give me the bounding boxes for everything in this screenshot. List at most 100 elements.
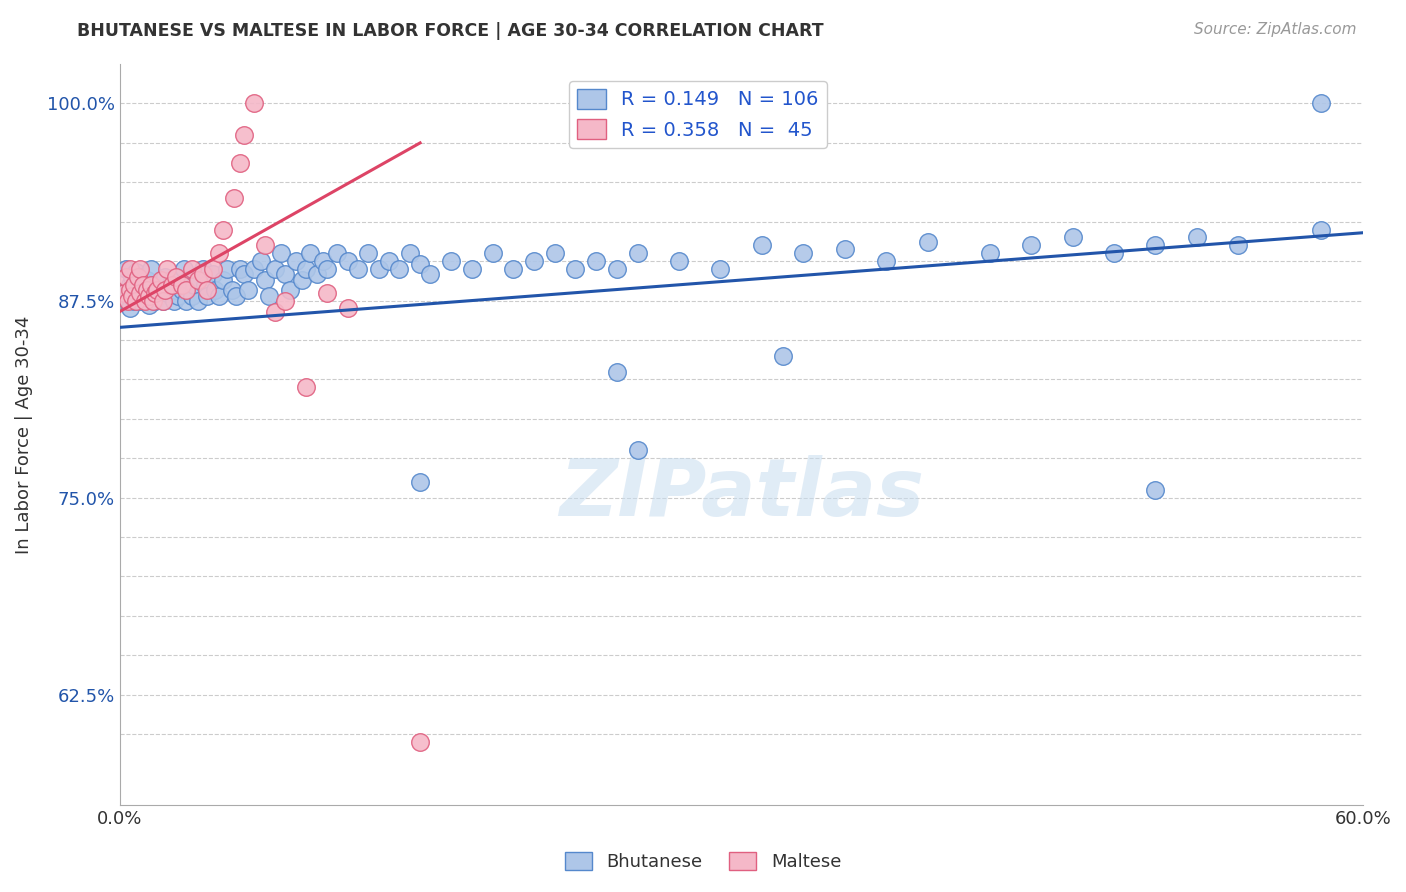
- Point: [112, 285, 135, 300]
- Point: [208, 289, 231, 303]
- Point: [875, 254, 897, 268]
- Point: [143, 285, 166, 300]
- Point: [120, 277, 142, 292]
- Point: [204, 283, 226, 297]
- Point: [229, 156, 252, 170]
- Point: [834, 242, 856, 256]
- Point: [229, 262, 252, 277]
- Point: [249, 254, 271, 268]
- Point: [152, 293, 174, 308]
- Point: [160, 277, 183, 292]
- Point: [146, 283, 169, 297]
- Point: [357, 246, 380, 260]
- Point: [544, 246, 567, 260]
- Point: [299, 246, 322, 260]
- Point: [1144, 483, 1167, 497]
- Point: [121, 289, 143, 303]
- Point: [367, 262, 389, 277]
- Point: [305, 267, 328, 281]
- Point: [225, 289, 247, 303]
- Point: [125, 283, 148, 297]
- Point: [117, 293, 139, 308]
- Legend: Bhutanese, Maltese: Bhutanese, Maltese: [557, 845, 849, 879]
- Point: [131, 277, 153, 292]
- Point: [201, 262, 224, 277]
- Point: [139, 277, 162, 292]
- Point: [212, 222, 235, 236]
- Point: [125, 293, 148, 308]
- Point: [155, 269, 177, 284]
- Point: [233, 267, 256, 281]
- Point: [131, 281, 153, 295]
- Point: [187, 273, 209, 287]
- Point: [170, 283, 193, 297]
- Point: [221, 283, 243, 297]
- Y-axis label: In Labor Force | Age 30-34: In Labor Force | Age 30-34: [15, 316, 32, 554]
- Point: [156, 285, 179, 300]
- Point: [295, 380, 318, 394]
- Point: [1310, 222, 1333, 236]
- Point: [120, 262, 142, 277]
- Point: [129, 293, 152, 308]
- Point: [177, 273, 200, 287]
- Point: [139, 285, 162, 300]
- Point: [152, 293, 174, 308]
- Point: [585, 254, 607, 268]
- Point: [326, 246, 349, 260]
- Point: [409, 475, 432, 489]
- Point: [668, 254, 690, 268]
- Point: [142, 293, 165, 308]
- Legend: R = 0.149   N = 106, R = 0.358   N =  45: R = 0.149 N = 106, R = 0.358 N = 45: [569, 81, 827, 147]
- Point: [138, 298, 160, 312]
- Point: [166, 289, 188, 303]
- Point: [127, 289, 149, 303]
- Point: [191, 267, 214, 281]
- Point: [378, 254, 401, 268]
- Point: [194, 277, 217, 292]
- Point: [125, 265, 148, 279]
- Point: [181, 262, 204, 277]
- Point: [1102, 246, 1125, 260]
- Point: [792, 246, 814, 260]
- Point: [751, 238, 773, 252]
- Point: [709, 262, 731, 277]
- Point: [129, 269, 152, 284]
- Point: [121, 269, 143, 284]
- Point: [626, 246, 648, 260]
- Point: [626, 443, 648, 458]
- Point: [274, 267, 297, 281]
- Point: [243, 96, 266, 111]
- Point: [606, 364, 628, 378]
- Point: [284, 254, 307, 268]
- Point: [155, 283, 177, 297]
- Point: [243, 262, 266, 277]
- Point: [156, 262, 179, 277]
- Point: [129, 285, 152, 300]
- Point: [117, 293, 139, 308]
- Point: [143, 293, 166, 308]
- Point: [135, 283, 157, 297]
- Point: [264, 304, 287, 318]
- Point: [440, 254, 463, 268]
- Point: [222, 191, 245, 205]
- Point: [122, 293, 145, 308]
- Point: [1310, 96, 1333, 111]
- Point: [238, 283, 260, 297]
- Point: [388, 262, 411, 277]
- Point: [146, 283, 169, 297]
- Point: [1185, 230, 1208, 244]
- Point: [409, 257, 432, 271]
- Point: [212, 273, 235, 287]
- Point: [1062, 230, 1084, 244]
- Point: [162, 293, 184, 308]
- Point: [112, 285, 135, 300]
- Point: [208, 246, 231, 260]
- Point: [134, 293, 156, 308]
- Point: [142, 277, 165, 292]
- Point: [257, 289, 280, 303]
- Point: [134, 289, 156, 303]
- Point: [129, 262, 152, 277]
- Point: [347, 262, 370, 277]
- Point: [122, 277, 145, 292]
- Point: [270, 246, 292, 260]
